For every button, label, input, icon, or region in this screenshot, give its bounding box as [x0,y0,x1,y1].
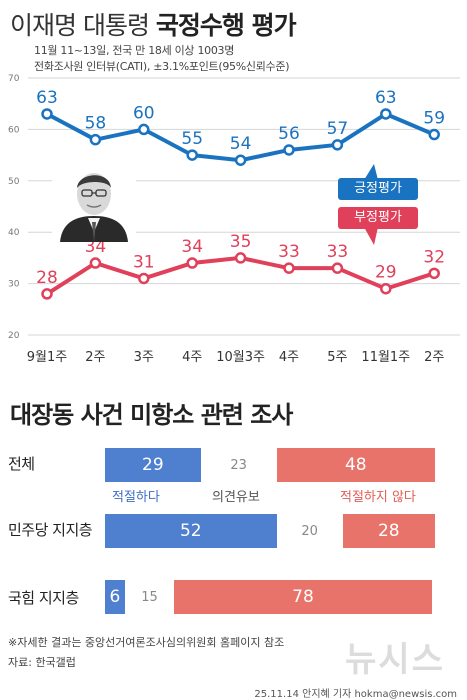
x-tick-2: 3주 [134,350,154,365]
point-0-2 [138,123,150,136]
data-label-0-8: 59 [423,109,445,129]
y-tick-70: 70 [8,74,20,84]
legend-negative-label: 부정평가 [354,210,402,225]
point-1-2 [138,272,150,285]
chart-series: 63 58 60 55 54 56 57 63 59 28 34 31 34 35 33 33 29 32 [36,88,445,300]
point-1-0 [41,288,53,300]
point-0-7 [380,108,392,120]
bar-seg-1-1: 20 [276,514,343,548]
bar-seg-1-2: 28 [342,514,435,548]
survey-title: 대장동 사건 미항소 관련 조사 [10,401,293,429]
y-tick-50: 50 [8,177,20,187]
point-0-4 [234,154,247,166]
row-label-democrat: 민주당 지지층 [8,521,93,539]
x-tick-7: 11월1주 [361,350,410,365]
data-label-1-6: 33 [327,242,349,262]
y-tick-20: 20 [8,331,20,341]
point-1-5 [283,262,295,274]
title-bold: 국정수행 평가 [155,11,297,40]
page-title: 이재명 대통령 국정수행 평가 [10,6,297,42]
label-undecided: 의견유보 [212,490,260,505]
credit: 25.11.14 안지혜 기자 hokma@newsis.com [254,689,457,700]
data-label-0-7: 63 [375,88,397,108]
y-tick-30: 30 [8,280,20,290]
x-tick-6: 5주 [327,350,347,365]
data-label-1-3: 34 [181,237,203,257]
row-label-ppp: 국힘 지지층 [8,589,79,607]
title-normal: 이재명 대통령 [10,11,150,40]
person-photo-icon [52,158,136,242]
data-label-0-3: 55 [181,129,203,149]
y-axis-ticks: 20 30 40 50 60 70 [8,74,20,341]
data-label-0-4: 54 [230,134,252,154]
data-label-0-2: 60 [133,103,155,123]
point-1-6 [331,262,344,274]
label-inappropriate: 적절하지 않다 [340,490,416,505]
row-label-all: 전체 [8,455,35,473]
data-label-0-5: 56 [278,124,300,144]
y-tick-60: 60 [8,125,20,135]
data-label-1-8: 32 [423,247,445,267]
point-0-5 [283,144,295,156]
bar-seg-2-2: 78 [174,580,432,614]
legend-positive-pointer-icon [364,164,378,180]
bar-seg-2-0: 6 [105,580,125,614]
x-tick-0: 9월1주 [27,350,68,365]
point-1-3 [186,257,198,269]
data-label-0-0: 63 [36,88,58,108]
label-appropriate: 적절하다 [112,490,160,505]
data-label-1-0: 28 [36,268,58,288]
x-tick-1: 2주 [85,350,105,365]
subtitle-line-2: 전화조사원 인터뷰(CATI), ±3.1%포인트(95%신뢰수준) [34,60,290,73]
point-1-4 [234,252,247,264]
bar-seg-0-2: 48 [276,448,435,482]
data-label-1-1: 34 [85,237,107,257]
data-label-1-5: 33 [278,242,300,262]
data-label-1-7: 29 [375,263,397,283]
watermark: 뉴시스 [345,640,445,680]
x-tick-8: 2주 [424,350,444,365]
legend-negative-pointer-icon [364,227,378,245]
data-label-1-2: 31 [133,252,155,272]
data-label-1-4: 35 [230,232,252,252]
bar-seg-0-1: 23 [200,448,277,482]
y-tick-40: 40 [8,228,20,238]
legend-positive-label: 긍정평가 [354,181,402,196]
bar-seg-1-0: 52 [105,514,277,548]
subtitle-line-1: 11월 11~13일, 전국 만 18세 이상 1003명 [34,44,235,57]
point-1-7 [380,282,392,295]
x-axis-ticks: 9월1주 2주 3주 4주 10월3주 4주 5주 11월1주 2주 [27,350,445,365]
x-tick-5: 4주 [279,350,299,365]
point-1-8 [428,267,440,280]
point-0-1 [89,133,102,146]
point-1-1 [89,257,102,269]
legend-negative: 부정평가 [338,207,418,229]
source: 자료: 한국갤럽 [8,656,76,669]
legend-positive: 긍정평가 [338,178,418,200]
point-0-6 [331,139,344,151]
data-label-0-6: 57 [327,119,349,139]
data-label-0-1: 58 [85,114,107,134]
x-tick-3: 4주 [182,350,202,365]
point-0-8 [428,128,440,141]
footnote: ※자세한 결과는 중앙선거여론조사심의위원회 홈페이지 참조 [8,636,285,649]
x-tick-4: 10월3주 [216,350,265,365]
bar-seg-0-0: 29 [105,448,201,482]
bar-seg-2-1: 15 [124,580,175,614]
approval-line-chart: 20 30 40 50 60 70 63 58 60 55 54 56 57 63 59 28 34 31 34 3… [8,74,460,365]
point-0-3 [186,149,198,161]
point-0-0 [41,108,53,120]
